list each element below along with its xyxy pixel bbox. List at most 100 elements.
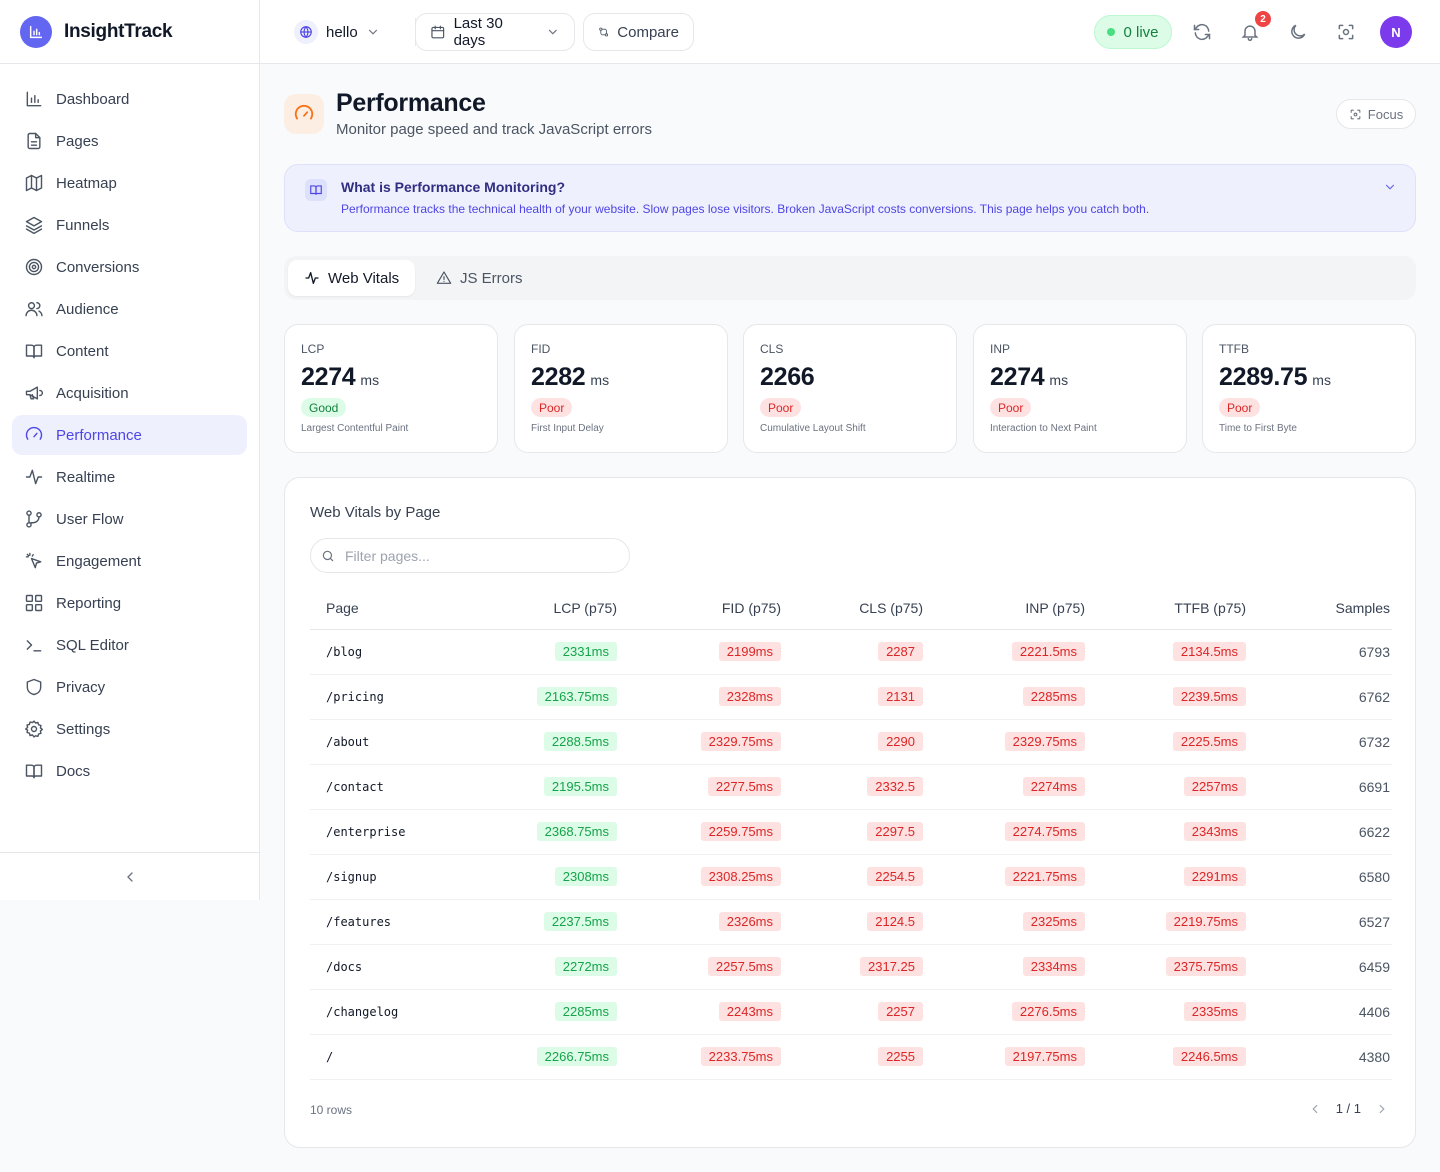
table-row[interactable]: /signup 2308ms 2308.25ms 2254.5 2221.75ms 229… <box>310 854 1392 900</box>
focus-button[interactable]: Focus <box>1336 99 1416 129</box>
metric-card-lcp: LCP 2274 ms Good Largest Contentful Pain… <box>284 324 498 453</box>
cls-cell: 2317.25 <box>781 944 923 990</box>
cls-cell: 2124.5 <box>781 899 923 945</box>
live-visitors-badge[interactable]: 0 live <box>1094 15 1172 49</box>
column-header[interactable]: CLS (p75) <box>781 588 923 630</box>
table-row[interactable]: /pricing 2163.75ms 2328ms 2131 2285ms 2239.5m… <box>310 674 1392 720</box>
tab-bar: Web Vitals JS Errors <box>284 256 1416 300</box>
table-row[interactable]: /changelog 2285ms 2243ms 2257 2276.5ms 2335ms… <box>310 989 1392 1035</box>
sidebar-item-content[interactable]: Content <box>12 331 247 371</box>
sidebar-item-reporting[interactable]: Reporting <box>12 583 247 623</box>
metric-unit: ms <box>590 372 610 388</box>
sidebar-item-audience[interactable]: Audience <box>12 289 247 329</box>
compare-button[interactable]: Compare <box>583 13 694 51</box>
sidebar-item-label: Audience <box>56 300 119 318</box>
tab-js-errors[interactable]: JS Errors <box>420 260 539 296</box>
sidebar-item-heatmap[interactable]: Heatmap <box>12 163 247 203</box>
table-row[interactable]: /contact 2195.5ms 2277.5ms 2332.5 2274ms 2257… <box>310 764 1392 810</box>
date-range-button[interactable]: Last 30 days <box>415 13 575 51</box>
cls-cell: 2297.5 <box>781 809 923 855</box>
samples-value: 6580 <box>1246 854 1392 900</box>
avatar[interactable]: N <box>1380 16 1412 48</box>
status-badge: Good <box>301 398 347 417</box>
samples-value: 4406 <box>1246 989 1392 1035</box>
site-selector[interactable]: hello <box>294 20 380 44</box>
fid-cell: 2328ms <box>617 674 781 720</box>
cls-value: 2255 <box>878 1047 923 1066</box>
filter-pages-input[interactable] <box>345 547 605 564</box>
column-header[interactable]: INP (p75) <box>923 588 1085 630</box>
ttfb-value: 2343ms <box>1183 822 1246 841</box>
sidebar-item-privacy[interactable]: Privacy <box>12 667 247 707</box>
inp-cell: 2274.75ms <box>923 809 1085 855</box>
table-row[interactable]: /blog 2331ms 2199ms 2287 2221.5ms 2134.5ms 679… <box>310 629 1392 675</box>
tab-web-vitals[interactable]: Web Vitals <box>288 260 416 296</box>
sidebar-item-settings[interactable]: Settings <box>12 709 247 749</box>
lcp-cell: 2272ms <box>445 944 617 990</box>
ttfb-value: 2291ms <box>1183 867 1246 886</box>
column-header[interactable]: TTFB (p75) <box>1085 588 1246 630</box>
chevron-left-icon[interactable] <box>1308 1102 1322 1116</box>
column-header[interactable]: LCP (p75) <box>445 588 617 630</box>
sidebar-item-sql-editor[interactable]: SQL Editor <box>12 625 247 665</box>
chevron-left-icon <box>126 871 133 882</box>
lcp-value: 2272ms <box>554 957 617 976</box>
lcp-value: 2266.75ms <box>536 1047 617 1066</box>
sidebar-item-pages[interactable]: Pages <box>12 121 247 161</box>
metric-value-row: 2274 ms <box>301 363 379 392</box>
inp-value: 2334ms <box>1022 957 1085 976</box>
sidebar-item-engagement[interactable]: Engagement <box>12 541 247 581</box>
sidebar-item-dashboard[interactable]: Dashboard <box>12 79 247 119</box>
table-row[interactable]: /enterprise 2368.75ms 2259.75ms 2297.5 2274.… <box>310 809 1392 855</box>
table-row[interactable]: / 2266.75ms 2233.75ms 2255 2197.75ms 2246.5ms… <box>310 1034 1392 1080</box>
date-range-label: Last 30 days <box>453 15 503 49</box>
users-icon <box>25 302 43 317</box>
page-indicator: 1 / 1 <box>1335 1101 1361 1116</box>
sidebar-item-user-flow[interactable]: User Flow <box>12 499 247 539</box>
inp-value: 2325ms <box>1022 912 1085 931</box>
table-row[interactable]: /features 2237.5ms 2326ms 2124.5 2325ms 2219.… <box>310 899 1392 945</box>
fid-value: 2326ms <box>718 912 781 931</box>
metric-label: INP <box>990 342 1011 356</box>
sidebar-item-funnels[interactable]: Funnels <box>12 205 247 245</box>
sidebar-item-acquisition[interactable]: Acquisition <box>12 373 247 413</box>
column-header[interactable]: FID (p75) <box>617 588 781 630</box>
column-header[interactable]: Samples <box>1246 588 1392 630</box>
table-row[interactable]: /docs 2272ms 2257.5ms 2317.25 2334ms 2375.75m… <box>310 944 1392 990</box>
info-banner[interactable]: What is Performance Monitoring? Performa… <box>284 164 1416 232</box>
cls-cell: 2254.5 <box>781 854 923 900</box>
refresh-button[interactable] <box>1190 20 1214 44</box>
column-header[interactable]: Page <box>310 588 445 630</box>
status-badge: Poor <box>531 398 573 417</box>
inp-value: 2329.75ms <box>1004 732 1085 751</box>
theme-toggle-button[interactable] <box>1286 20 1310 44</box>
collapse-sidebar-button[interactable] <box>0 852 259 900</box>
sidebar-item-conversions[interactable]: Conversions <box>12 247 247 287</box>
sidebar-item-docs[interactable]: Docs <box>12 751 247 791</box>
cls-value: 2254.5 <box>867 867 923 886</box>
chevron-right-icon[interactable] <box>1375 1102 1389 1116</box>
metric-value: 2266 <box>760 363 815 391</box>
page-path: /pricing <box>310 674 445 720</box>
lcp-cell: 2331ms <box>445 629 617 675</box>
fid-cell: 2308.25ms <box>617 854 781 900</box>
ttfb-value: 2246.5ms <box>1172 1047 1246 1066</box>
sidebar-item-label: Reporting <box>56 594 122 612</box>
focus-icon <box>1338 24 1354 40</box>
focus-mode-button[interactable] <box>1334 20 1358 44</box>
terminal-icon <box>26 640 42 652</box>
samples-value: 6691 <box>1246 764 1392 810</box>
table-row[interactable]: /about 2288.5ms 2329.75ms 2290 2329.75ms 2225… <box>310 719 1392 765</box>
samples-value: 6459 <box>1246 944 1392 990</box>
notifications-button[interactable] <box>1238 20 1262 44</box>
panel-title: Web Vitals by Page <box>310 504 441 521</box>
brand[interactable]: InsightTrack <box>0 0 259 64</box>
pointer-click-icon <box>25 552 42 569</box>
book-open-icon <box>305 179 327 201</box>
sidebar-item-realtime[interactable]: Realtime <box>12 457 247 497</box>
metric-value-row: 2266 <box>760 363 819 392</box>
filter-pages-field[interactable] <box>310 538 630 573</box>
sidebar-item-performance[interactable]: Performance <box>12 415 247 455</box>
app-name: InsightTrack <box>64 20 173 42</box>
